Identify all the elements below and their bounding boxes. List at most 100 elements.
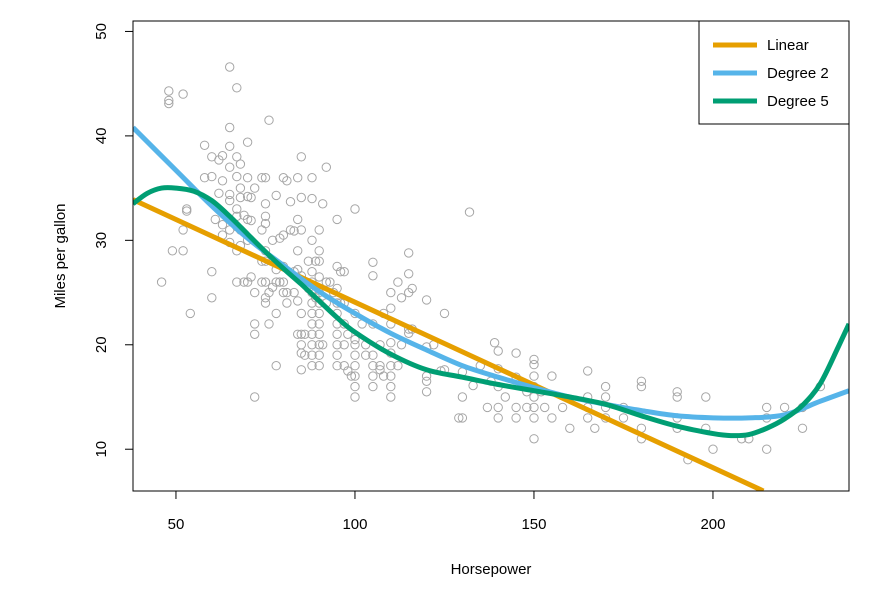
- data-point: [540, 402, 550, 413]
- data-point: [235, 183, 246, 193]
- data-point: [235, 159, 246, 169]
- data-point: [250, 287, 260, 298]
- y-tick-label: 40: [93, 128, 110, 145]
- data-point: [307, 340, 317, 350]
- data-point: [310, 256, 321, 266]
- data-point: [232, 277, 242, 287]
- data-point: [350, 371, 360, 381]
- data-point: [339, 340, 349, 350]
- data-point: [368, 257, 378, 267]
- data-point: [156, 277, 167, 287]
- data-point: [296, 225, 306, 235]
- data-point: [182, 206, 192, 216]
- data-point: [522, 402, 532, 413]
- data-point: [339, 361, 349, 371]
- data-point: [404, 269, 414, 279]
- data-point: [185, 308, 196, 319]
- data-point: [225, 195, 235, 206]
- data-point: [242, 191, 253, 202]
- data-point: [307, 173, 317, 183]
- data-point: [242, 173, 253, 183]
- data-point: [314, 340, 324, 350]
- data-point: [321, 162, 331, 172]
- x-axis-title: Horsepower: [451, 561, 532, 578]
- data-point: [343, 366, 353, 376]
- data-point: [350, 340, 360, 350]
- data-point: [421, 295, 432, 305]
- data-point: [500, 392, 510, 402]
- data-point: [307, 319, 317, 329]
- data-point: [289, 287, 299, 298]
- data-point: [303, 256, 314, 266]
- legend-label: Linear: [767, 37, 809, 54]
- data-point: [250, 183, 260, 193]
- data-point: [368, 371, 378, 381]
- data-point: [762, 402, 772, 413]
- data-point: [242, 277, 253, 287]
- y-axis: 10 20 30 40 50: [93, 23, 134, 458]
- data-point: [278, 287, 289, 298]
- series-line-degree-5: [133, 185, 849, 439]
- data-point: [232, 152, 242, 162]
- data-point: [217, 176, 228, 186]
- data-point: [296, 152, 306, 162]
- data-point: [260, 199, 271, 209]
- data-point: [368, 361, 378, 371]
- data-point: [583, 366, 593, 376]
- data-point: [178, 225, 188, 235]
- data-point: [350, 350, 360, 360]
- data-point: [454, 413, 464, 423]
- data-point: [493, 413, 503, 423]
- data-point: [529, 359, 539, 370]
- data-point: [464, 207, 475, 217]
- data-point: [350, 204, 360, 214]
- fit-lines: [133, 125, 849, 491]
- data-point: [282, 298, 292, 308]
- data-point: [529, 371, 539, 381]
- data-point: [307, 193, 317, 204]
- data-point: [271, 308, 281, 319]
- scatter-points: [156, 62, 826, 465]
- data-point: [350, 381, 360, 392]
- data-point: [167, 246, 178, 256]
- data-point: [421, 387, 432, 397]
- data-point: [207, 267, 217, 277]
- data-point: [314, 272, 324, 282]
- y-axis-title: Miles per gallon: [52, 203, 69, 308]
- x-tick-label: 150: [521, 516, 546, 533]
- data-point: [482, 402, 493, 413]
- data-point: [378, 371, 389, 381]
- data-point: [293, 173, 303, 183]
- data-point: [271, 361, 281, 371]
- data-point: [235, 192, 246, 203]
- data-point: [332, 361, 342, 371]
- series-line-degree-2: [133, 125, 849, 421]
- data-point: [339, 319, 349, 329]
- data-point: [232, 83, 242, 93]
- data-point: [260, 277, 271, 287]
- data-point: [314, 361, 324, 371]
- data-point: [232, 171, 242, 182]
- y-tick-label: 50: [93, 23, 110, 40]
- data-point: [407, 283, 417, 294]
- data-point: [239, 277, 249, 287]
- data-point: [547, 413, 557, 423]
- data-point: [210, 214, 221, 225]
- data-point: [293, 329, 303, 339]
- data-point: [214, 188, 224, 199]
- data-point: [264, 319, 274, 329]
- data-point: [368, 271, 378, 281]
- data-point: [307, 308, 317, 319]
- data-point: [296, 329, 306, 339]
- data-point: [225, 122, 235, 133]
- data-point: [762, 444, 772, 454]
- data-point: [386, 287, 396, 298]
- data-point: [421, 376, 432, 386]
- data-point: [386, 338, 396, 348]
- data-point: [307, 361, 317, 371]
- data-point: [264, 287, 274, 298]
- data-point: [457, 413, 468, 423]
- data-point: [264, 115, 274, 125]
- data-point: [164, 95, 174, 106]
